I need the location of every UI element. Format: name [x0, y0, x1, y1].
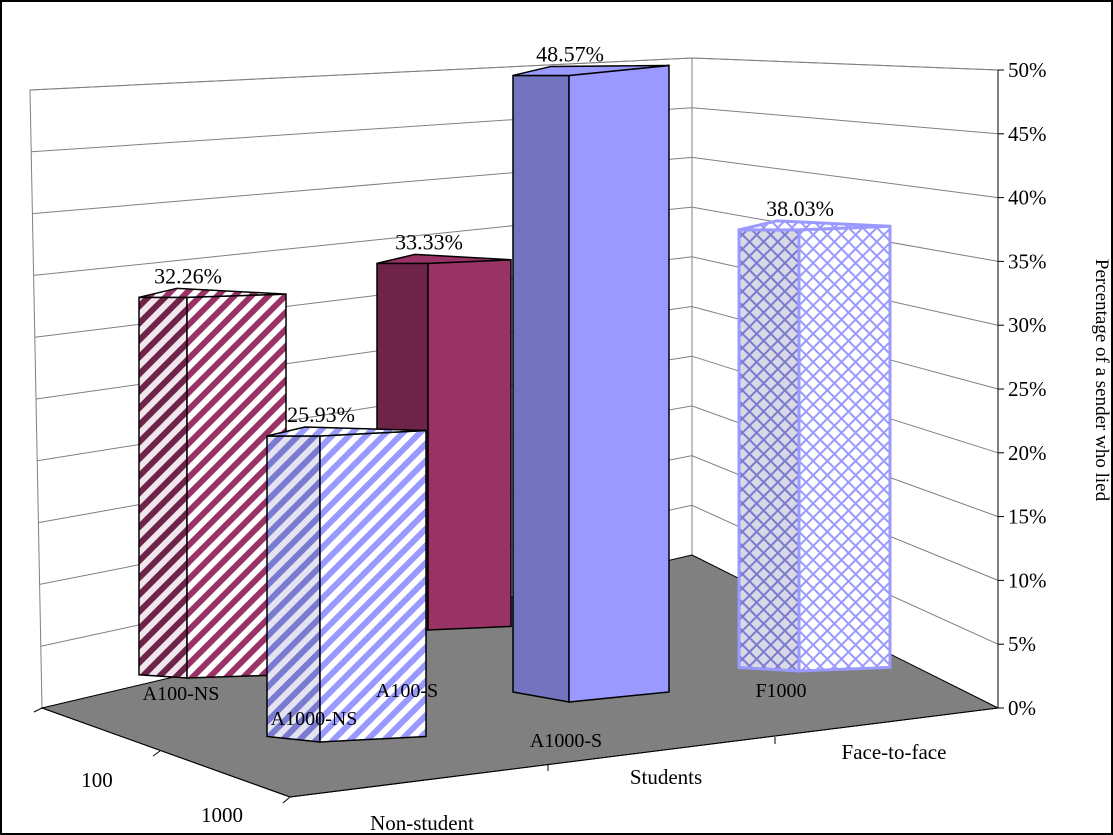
bar-face-right [427, 258, 512, 631]
bar-name-label-a100-s: A100-S [376, 680, 438, 702]
gridlines [29, 57, 999, 647]
bar-face-left [266, 435, 321, 743]
bar-name-label-a100-ns: A100-NS [143, 683, 220, 705]
bar-face-right [797, 224, 892, 673]
bar-face-top [738, 219, 891, 232]
y-axis: 0% 5% 10% 15% 20% 25% 30% 35% 40% 45% 50% [997, 58, 1047, 720]
y-tick-label: 20% [1008, 441, 1047, 465]
bars-group [138, 64, 892, 743]
bar-name-label-a1000-s: A1000-S [530, 730, 602, 752]
bar-face-left [512, 74, 570, 703]
value-label-a1000-s: 48.57% [536, 41, 604, 66]
y-tick-label: 50% [1008, 58, 1047, 82]
x-label-non-student: Non-student [370, 811, 474, 835]
value-label-a100-ns: 32.26% [154, 263, 222, 288]
bar-face-left [737, 228, 801, 673]
y-tick-label: 5% [1008, 632, 1036, 656]
y-tick-label: 30% [1008, 313, 1047, 337]
x-label-face-to-face: Face-to-face [842, 740, 947, 764]
depth-label-1000: 1000 [201, 803, 243, 827]
gridline [33, 206, 999, 276]
bar-face-top [512, 64, 670, 77]
bar-name-label-a1000-ns: A1000-NS [271, 708, 358, 730]
bar-face-left [138, 296, 188, 679]
y-tick-label: 10% [1008, 568, 1047, 592]
gridline [29, 57, 999, 91]
value-label-a100-s: 33.33% [395, 229, 463, 254]
labels-group: 33.33% A100-S 48.57% A1000-S 32.26% A100-NS 25… [143, 41, 834, 752]
x-axis-ticks [33, 707, 999, 804]
y-tick-label: 40% [1008, 186, 1047, 210]
bar-a1000-s [512, 64, 670, 703]
bar-name-label-f1000: F1000 [755, 680, 806, 702]
value-label-f1000: 38.03% [766, 196, 834, 221]
bar-face-top [266, 426, 427, 437]
y-tick-label: 25% [1008, 377, 1047, 401]
gridline [31, 107, 999, 153]
bar-face-top [138, 287, 287, 299]
bar-a100-ns [138, 287, 287, 679]
gridline [32, 156, 999, 215]
y-tick-label: 0% [1008, 696, 1036, 720]
depth-label-100: 100 [81, 768, 113, 792]
y-axis-title: Percentage of a sender who lied [1091, 259, 1112, 502]
y-tick-label: 45% [1008, 122, 1047, 146]
x-label-students: Students [630, 765, 702, 789]
bar-f1000 [737, 219, 892, 673]
bar-face-top [376, 253, 512, 265]
bar-a1000-ns [266, 426, 427, 743]
y-tick-label: 35% [1008, 249, 1047, 273]
y-tick-label: 15% [1008, 505, 1047, 529]
bar-face-right [568, 64, 670, 703]
value-label-a1000-ns: 25.93% [287, 402, 355, 427]
